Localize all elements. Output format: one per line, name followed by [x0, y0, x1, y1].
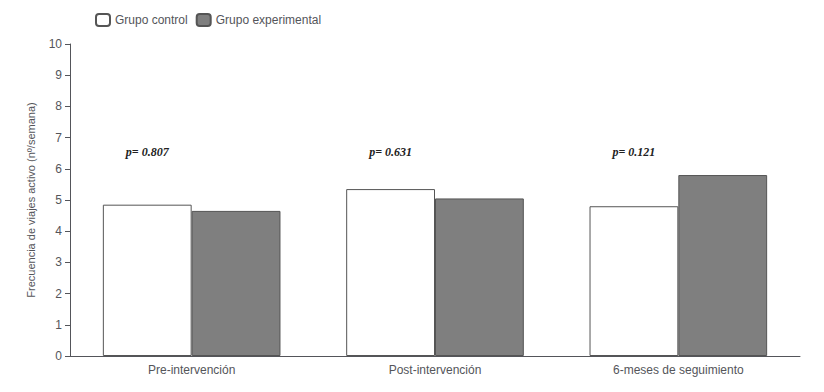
svg-text:5: 5: [55, 193, 62, 207]
svg-text:7: 7: [55, 131, 62, 145]
svg-text:Frecuencia de viajes activo (n: Frecuencia de viajes activo (nº/semana): [25, 102, 37, 297]
svg-text:p= 0.121: p= 0.121: [612, 145, 656, 159]
svg-text:Grupo control: Grupo control: [115, 13, 188, 27]
svg-text:3: 3: [55, 255, 62, 269]
svg-text:Post-intervención: Post-intervención: [389, 363, 482, 377]
svg-text:9: 9: [55, 68, 62, 82]
svg-text:6-meses de seguimiento: 6-meses de seguimiento: [613, 363, 744, 377]
svg-text:2: 2: [55, 287, 62, 301]
svg-text:6: 6: [55, 162, 62, 176]
svg-text:p= 0.807: p= 0.807: [125, 145, 170, 159]
svg-text:Pre-intervención: Pre-intervención: [148, 363, 235, 377]
svg-text:8: 8: [55, 99, 62, 113]
svg-text:Grupo experimental: Grupo experimental: [216, 13, 321, 27]
svg-text:10: 10: [49, 37, 63, 51]
svg-text:4: 4: [55, 224, 62, 238]
svg-text:p= 0.631: p= 0.631: [368, 145, 412, 159]
svg-text:0: 0: [55, 349, 62, 363]
svg-text:1: 1: [55, 318, 62, 332]
